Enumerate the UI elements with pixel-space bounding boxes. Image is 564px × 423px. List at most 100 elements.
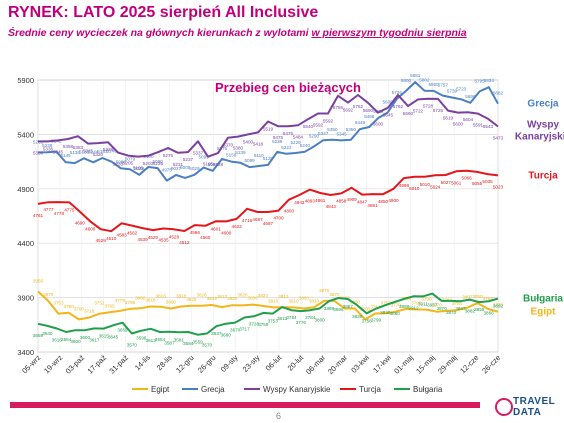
data-label: 5222 — [281, 145, 292, 150]
data-label: 5196 — [133, 166, 144, 171]
data-label: 5010 — [409, 186, 420, 191]
data-label: 5233 — [113, 162, 124, 167]
data-label: 3700 — [74, 306, 85, 311]
data-label: 3645 — [108, 334, 119, 339]
data-label: 3800 — [166, 299, 177, 304]
data-label: 5079 — [125, 156, 136, 161]
data-label: 4800 — [284, 209, 295, 214]
data-label: 4858 — [336, 198, 347, 203]
y-tick-label: 5400 — [17, 130, 34, 139]
x-tick-label: 17-kwi — [371, 353, 393, 375]
data-label: 5237 — [183, 157, 194, 162]
data-label: 5592 — [313, 123, 324, 128]
data-label: 5090 — [152, 159, 163, 164]
data-label: 5475 — [273, 135, 284, 140]
data-label: 3826 — [196, 293, 207, 298]
data-label: 5023 — [493, 184, 504, 189]
data-label: 3584 — [155, 337, 166, 342]
data-label: 5228 — [213, 162, 224, 167]
x-tick-label: 01-maj — [392, 353, 415, 376]
data-label: 5236 — [153, 161, 164, 166]
data-label: 5136 — [70, 150, 81, 155]
data-label: 5358 — [63, 144, 74, 149]
data-label: 3765 — [104, 303, 115, 308]
data-label: 3892 — [493, 303, 504, 308]
data-label: 5591 — [473, 123, 484, 128]
data-label: 5345 — [53, 149, 64, 154]
data-label: 3825 — [186, 297, 197, 302]
data-label: 3810 — [309, 298, 320, 303]
data-label: 5800 — [401, 78, 412, 83]
series-end-label: Bułgaria — [523, 293, 563, 304]
data-label: 3613 — [146, 338, 157, 343]
data-label: 5468 — [364, 114, 375, 119]
data-label: 3802 — [135, 295, 146, 300]
data-label: 3600 — [80, 335, 91, 340]
data-label: 4535 — [158, 238, 169, 243]
x-tick-label: 20-mar — [326, 353, 350, 377]
data-label: 3717 — [239, 327, 250, 332]
data-label: 5088 — [116, 159, 127, 164]
data-label: 3760 — [64, 304, 75, 309]
data-label: 3830 — [352, 314, 363, 319]
y-tick-label: 3400 — [17, 348, 34, 357]
y-tick-label: 5900 — [17, 76, 34, 85]
data-label: 5120 — [263, 156, 274, 161]
data-label: 5519 — [263, 126, 274, 131]
data-label: 3868 — [324, 306, 335, 311]
data-label: 4900 — [388, 198, 399, 203]
data-label: 5066 — [462, 176, 473, 181]
footer-bar — [10, 402, 480, 408]
data-label: 3778 — [115, 298, 126, 303]
series-end-label: Turcja — [528, 170, 558, 181]
data-label: 5195 — [203, 162, 214, 167]
logo-ring-icon — [495, 398, 513, 416]
data-label: 5660 — [403, 111, 414, 116]
data-label: 4600 — [85, 226, 96, 231]
data-label: 4861 — [315, 198, 326, 203]
data-label: 5328 — [103, 147, 114, 152]
data-label: 5692 — [343, 108, 354, 113]
data-label: 3640 — [42, 331, 53, 336]
data-label: 5619 — [443, 116, 454, 121]
data-label: 5762 — [353, 104, 364, 109]
x-tick-label: 14-lis — [133, 353, 152, 372]
data-label: 3756 — [361, 318, 372, 323]
data-label: 3617 — [89, 337, 100, 342]
data-label: 3770 — [432, 303, 443, 308]
data-label: 4775 — [64, 207, 75, 212]
y-tick-label: 4900 — [17, 185, 34, 194]
data-label: 3800 — [350, 299, 361, 304]
data-label: 3559 — [192, 340, 203, 345]
data-label: 5337 — [193, 150, 204, 155]
data-label: 3670 — [230, 328, 241, 333]
data-label: 3830 — [380, 310, 391, 315]
data-label: 4510 — [106, 236, 117, 241]
data-label: 5290 — [309, 133, 320, 138]
data-label: 5203 — [143, 161, 154, 166]
data-label: 3807 — [462, 295, 473, 300]
data-label: 3596 — [136, 336, 147, 341]
data-label: 3818 — [145, 298, 156, 303]
series-end-label: Grecja — [527, 99, 559, 110]
data-label: 4539 — [137, 237, 148, 242]
data-label: 3836 — [248, 296, 259, 301]
data-label: 3756 — [380, 300, 391, 305]
series-line-turcja — [37, 169, 499, 233]
data-label: 3813 — [217, 294, 228, 299]
data-label: 5027 — [171, 166, 182, 171]
data-label: 4761 — [33, 213, 44, 218]
data-label: 3770 — [391, 303, 402, 308]
data-label: 3832 — [207, 296, 218, 301]
data-label: 3759 — [258, 322, 269, 327]
x-tick-label: 09-sty — [219, 353, 240, 374]
data-label: 5690 — [465, 94, 476, 99]
data-label: 4562 — [127, 231, 138, 236]
data-label: 4716 — [242, 218, 253, 223]
data-label: 4850 — [378, 199, 389, 204]
data-label: 5240 — [300, 143, 311, 148]
x-tick-label: 19-wrz — [42, 353, 64, 375]
data-label: 5024 — [430, 184, 441, 189]
subtitle-underlined: w pierwszym tygodniu sierpnia — [311, 27, 467, 39]
